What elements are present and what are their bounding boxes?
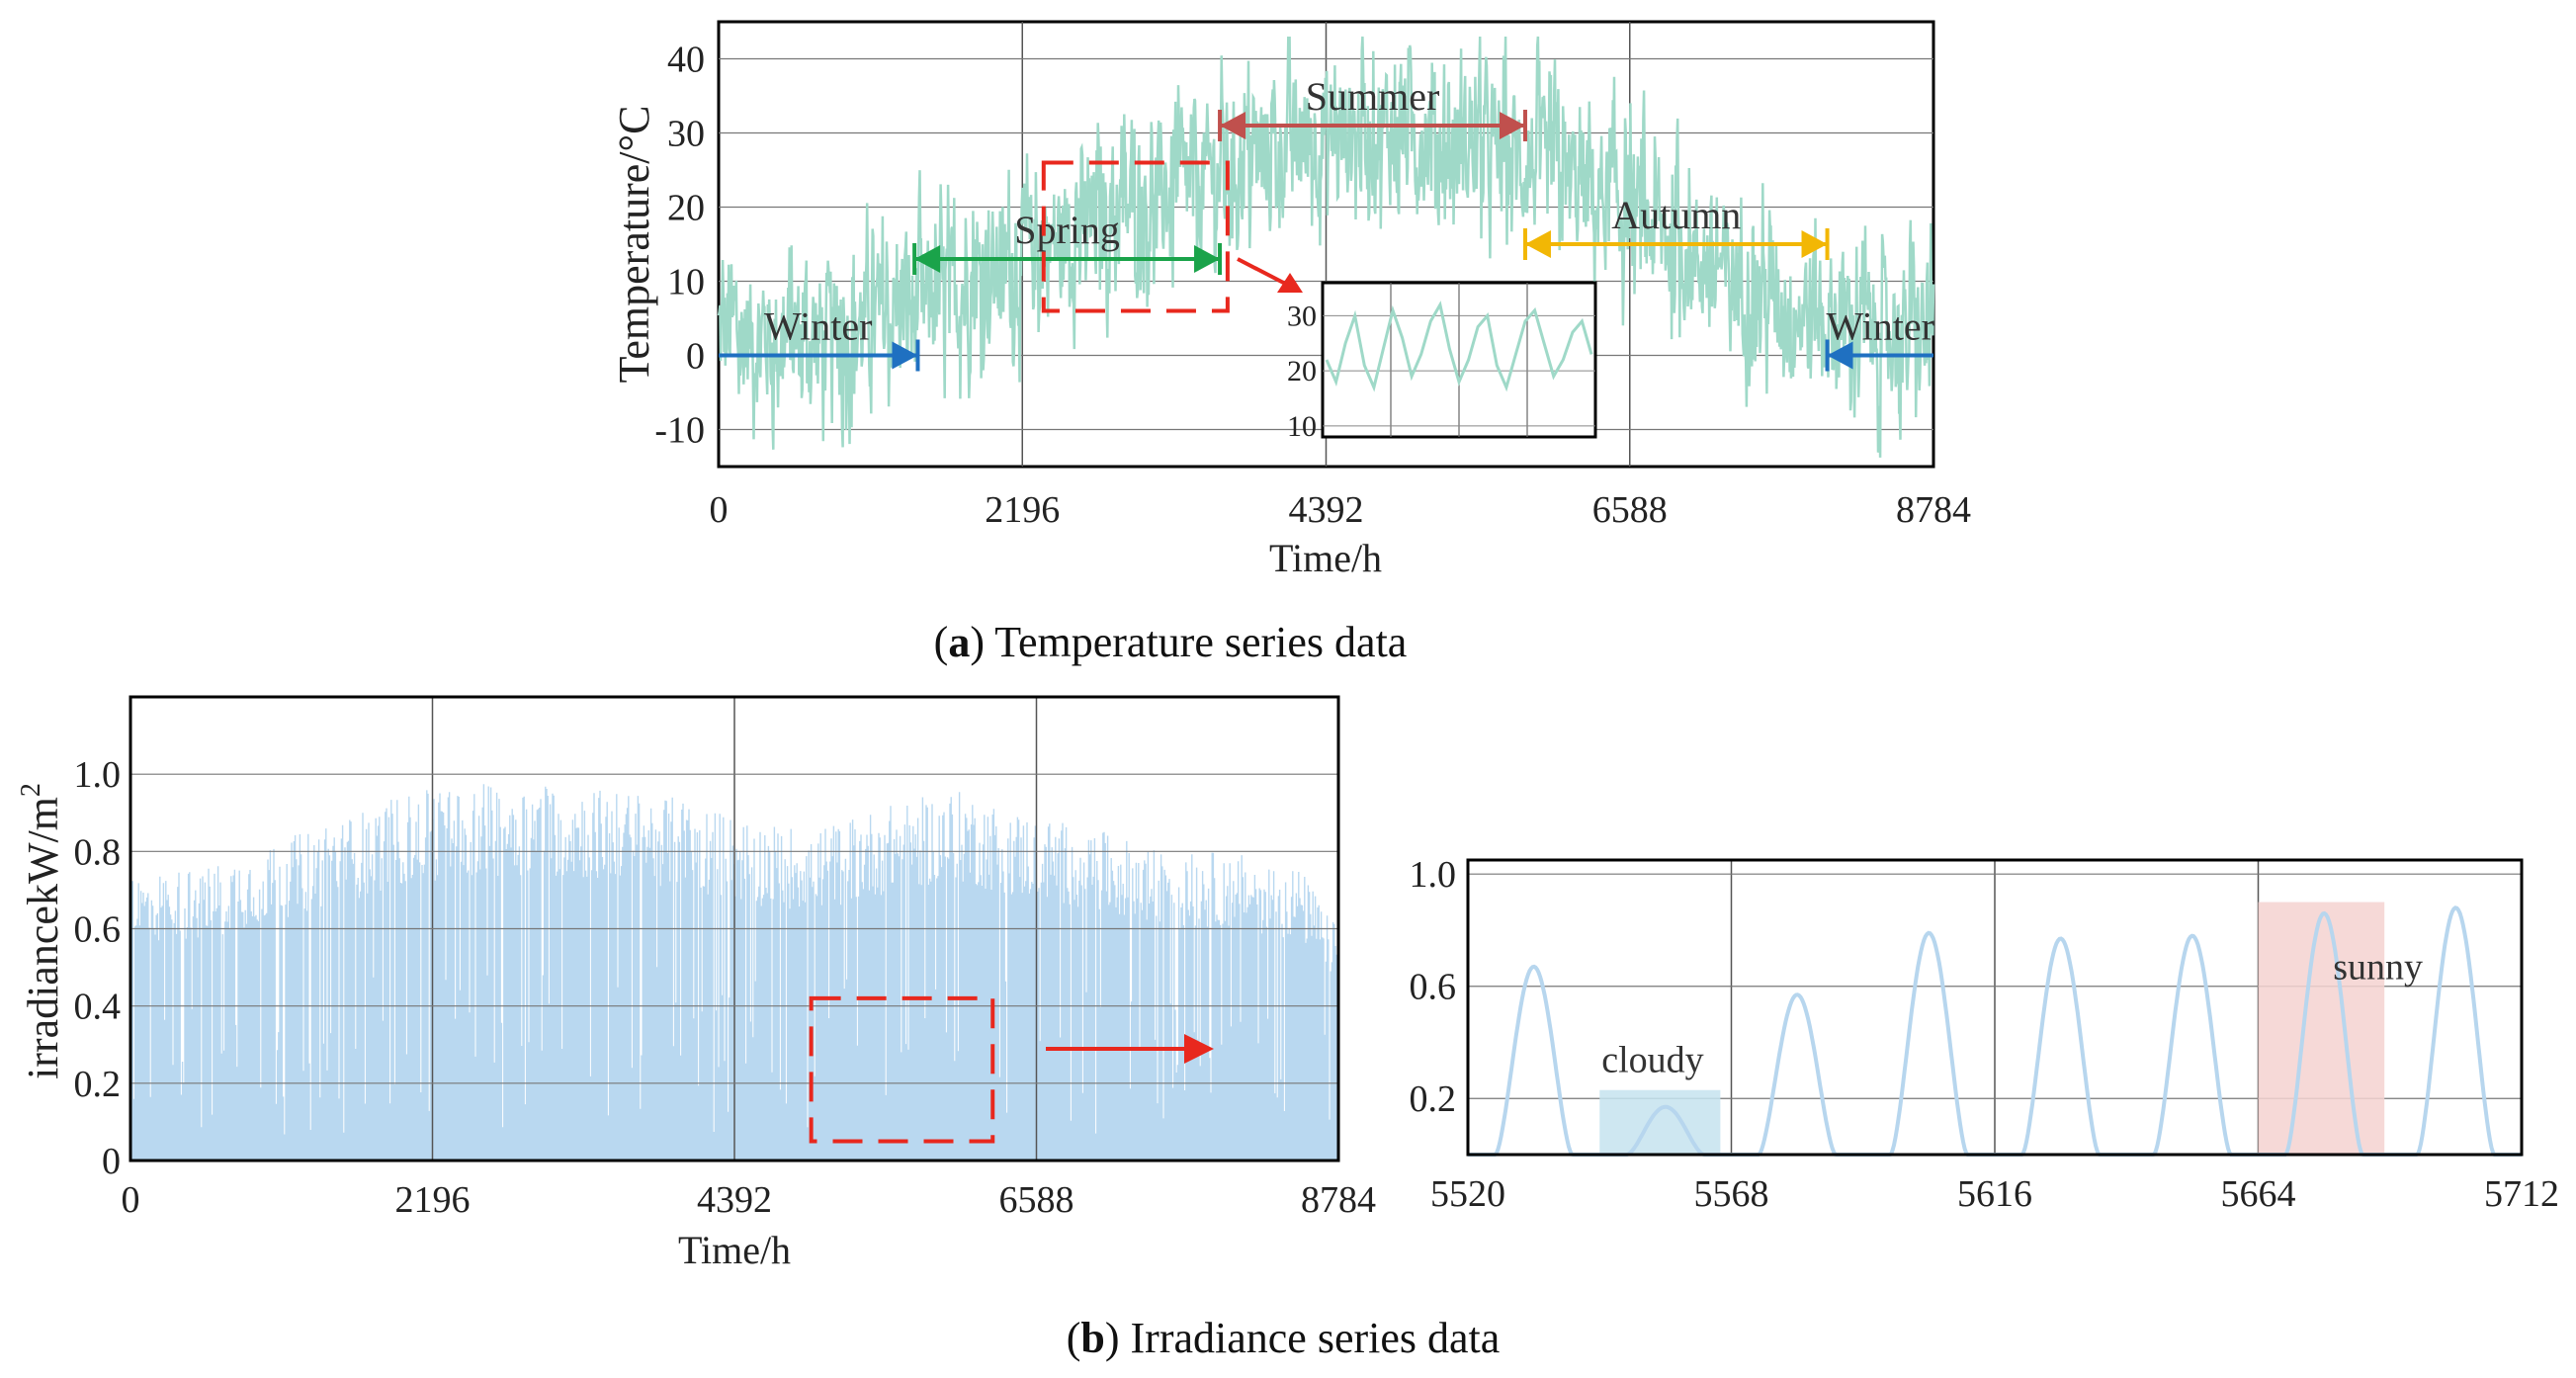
x-tick-label: 2196 xyxy=(985,489,1060,531)
irradiance-zoom-x-ticks: 5520 5568 5616 5664 5712 xyxy=(1430,1173,2559,1215)
irradiance-x-axis-label: Time/h xyxy=(678,1228,791,1272)
inset-y-tick-label: 30 xyxy=(1287,300,1317,332)
x-tick-label: 8784 xyxy=(1896,489,1971,531)
irradiance-y-axis-label-sup: 2 xyxy=(16,783,46,797)
temperature-y-axis-label: Temperature/°C xyxy=(610,106,658,384)
x-tick-label: 5520 xyxy=(1430,1173,1505,1215)
irradiance-zoom-y-ticks: 0.2 0.6 1.0 xyxy=(1410,854,1457,1120)
season-arrow-autumn-3: Autumn xyxy=(1522,193,1830,260)
irradiance-zoom-chart: 0.2 0.6 1.0 5520 5568 5616 5664 5712 cloudy su… xyxy=(1410,854,2560,1215)
temperature-zoom-box xyxy=(1041,160,1230,313)
season-arrow-spring-1: Spring xyxy=(912,208,1223,275)
y-tick-label: 0.2 xyxy=(1410,1078,1457,1120)
season-arrow-head xyxy=(1499,112,1525,139)
x-tick-label: 0 xyxy=(710,489,729,531)
y-tick-label: 0.2 xyxy=(74,1064,122,1105)
temperature-caption-text: Temperature series data xyxy=(994,618,1407,666)
y-tick-label: 0.8 xyxy=(74,831,122,873)
irradiance-grid xyxy=(130,697,1338,1162)
irradiance-caption-text: Irradiance series data xyxy=(1131,1314,1501,1362)
x-tick-label: 4392 xyxy=(1289,489,1364,531)
temperature-caption-letter: a xyxy=(948,618,970,666)
temperature-inset-line xyxy=(1325,301,1593,392)
season-arrow-winter-0: Winter xyxy=(719,304,920,372)
temperature-series-line xyxy=(717,36,1935,458)
irradiance-zoom-plot-border xyxy=(1466,858,2524,1157)
season-arrow-head xyxy=(1194,245,1221,273)
x-tick-label: 6588 xyxy=(1592,489,1668,531)
temperature-inset-grid xyxy=(1323,283,1595,437)
x-tick-label: 5568 xyxy=(1694,1173,1769,1215)
sunny-label: sunny xyxy=(2333,947,2423,989)
irradiance-caption-letter: b xyxy=(1080,1314,1104,1362)
irradiance-y-ticks: 0 0.2 0.4 0.6 0.8 1.0 xyxy=(74,754,122,1182)
caption-paren-close: ) xyxy=(1105,1314,1131,1362)
irradiance-y-axis-label-main: irradiancekW/m xyxy=(19,797,67,1079)
y-tick-label: 0 xyxy=(686,336,705,378)
season-arrow-head xyxy=(914,245,941,273)
x-tick-label: 5712 xyxy=(2484,1173,2559,1215)
x-tick-label: 5664 xyxy=(2221,1173,2296,1215)
season-label: Winter xyxy=(1827,304,1934,349)
temperature-caption: (a) Temperature series data xyxy=(934,618,1408,666)
season-label: Autumn xyxy=(1611,193,1741,237)
season-arrows: Winter Spring Summer Autumn Winter xyxy=(719,74,1934,372)
y-tick-label: 0.6 xyxy=(1410,967,1457,1008)
inset-y-tick-label: 20 xyxy=(1287,355,1317,388)
caption-paren-open: ( xyxy=(1067,1314,1081,1362)
y-tick-label: 20 xyxy=(667,188,705,229)
season-arrow-summer-2: Summer xyxy=(1218,74,1527,141)
irradiance-plot-border xyxy=(129,695,1340,1163)
season-label: Summer xyxy=(1306,74,1440,119)
season-arrow-head xyxy=(892,341,918,370)
cloudy-highlight xyxy=(1599,1089,1721,1155)
sunny-highlight xyxy=(2258,902,2385,1155)
season-label: Winter xyxy=(764,304,872,349)
x-tick-label: 4392 xyxy=(697,1179,772,1221)
y-tick-label: 30 xyxy=(667,114,705,155)
x-tick-label: 0 xyxy=(122,1179,140,1221)
y-tick-label: 1.0 xyxy=(1410,854,1457,896)
irradiance-chart: 0 0.2 0.4 0.6 0.8 1.0 0 2196 4392 6588 8784 Time/… xyxy=(16,695,1377,1272)
y-tick-label: 0 xyxy=(102,1141,121,1182)
inset-y-tick-label: 10 xyxy=(1287,410,1317,443)
y-tick-label: 1.0 xyxy=(74,754,122,796)
temperature-inset-y-ticks: 10 20 30 xyxy=(1287,300,1317,442)
season-label: Spring xyxy=(1014,208,1120,252)
season-arrow-head xyxy=(1524,230,1551,258)
season-arrow-head xyxy=(1220,112,1246,139)
temperature-x-ticks: 0 2196 4392 6588 8784 xyxy=(710,489,1972,531)
x-tick-label: 6588 xyxy=(999,1179,1074,1221)
caption-paren-close: ) xyxy=(970,618,994,666)
temperature-y-ticks: -10 0 10 20 30 40 xyxy=(654,40,705,452)
irradiance-y-axis-label: irradiancekW/m2 xyxy=(16,783,67,1079)
y-tick-label: 10 xyxy=(667,262,705,303)
temperature-zoom-arrow-head xyxy=(1277,273,1303,293)
x-tick-label: 2196 xyxy=(395,1179,471,1221)
y-tick-label: 40 xyxy=(667,40,705,81)
x-tick-label: 5616 xyxy=(1957,1173,2032,1215)
irradiance-x-ticks: 0 2196 4392 6588 8784 xyxy=(122,1179,1377,1221)
cloudy-label: cloudy xyxy=(1601,1040,1703,1081)
season-arrow-head xyxy=(1827,341,1853,370)
y-tick-label: -10 xyxy=(654,410,705,452)
irradiance-zoom-box xyxy=(809,995,995,1144)
x-tick-label: 8784 xyxy=(1301,1179,1376,1221)
y-tick-label: 0.6 xyxy=(74,909,122,951)
temperature-inset: 10 20 30 xyxy=(1287,281,1597,443)
irradiance-caption: (b) Irradiance series data xyxy=(1067,1314,1501,1362)
temperature-x-axis-label: Time/h xyxy=(1269,536,1382,580)
irradiance-zoom-arrow-head xyxy=(1184,1034,1214,1064)
caption-paren-open: ( xyxy=(934,618,949,666)
y-tick-label: 0.4 xyxy=(74,987,122,1028)
season-arrow-head xyxy=(1801,230,1828,258)
season-arrow-winter-4: Winter xyxy=(1825,304,1934,372)
